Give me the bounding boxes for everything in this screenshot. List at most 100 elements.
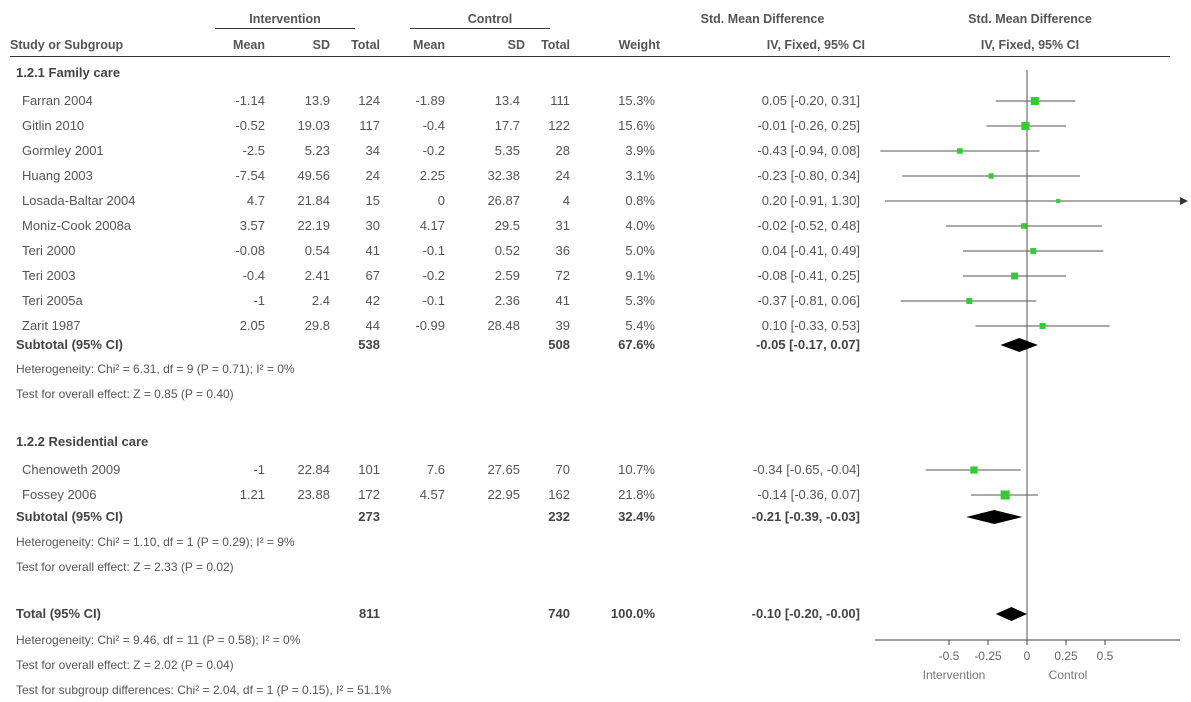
- sd1-cell: 29.8: [304, 318, 330, 333]
- total1-cell: 44: [365, 318, 380, 333]
- ci-cell: -0.01 [-0.26, 0.25]: [757, 118, 860, 133]
- mean1-cell: -7.54: [235, 168, 265, 183]
- study-name: Gitlin 2010: [22, 118, 85, 133]
- control-rule: [410, 28, 550, 29]
- sd1-cell: 2.41: [304, 268, 330, 283]
- study-point: [957, 148, 963, 154]
- ci-cell: -0.23 [-0.80, 0.34]: [757, 168, 860, 183]
- total1-header: Total: [351, 38, 380, 52]
- sd2-cell: 0.52: [494, 243, 520, 258]
- header-rule: [10, 56, 1170, 57]
- weight-cell: 5.0%: [625, 243, 655, 258]
- mean2-cell: -1.89: [415, 93, 445, 108]
- subgroup-test-text: Test for subgroup differences: Chi² = 2.…: [16, 683, 392, 697]
- mean2-cell: -0.2: [422, 143, 445, 158]
- tick-label: 0.25: [1054, 649, 1078, 663]
- study-name: Fossey 2006: [22, 487, 97, 502]
- weight-cell: 5.3%: [625, 293, 655, 308]
- mean2-cell: -0.1: [422, 243, 445, 258]
- ci-cell: 0.20 [-0.91, 1.30]: [761, 193, 860, 208]
- mean2-cell: 2.25: [419, 168, 445, 183]
- sd2-cell: 28.48: [487, 318, 520, 333]
- favours-control-label: Control: [1049, 668, 1088, 682]
- total2-cell: 24: [555, 168, 570, 183]
- weight-cell: 3.1%: [625, 168, 655, 183]
- study-name: Teri 2005a: [22, 293, 83, 308]
- study-point: [1000, 490, 1010, 500]
- sd2-cell: 17.7: [494, 118, 520, 133]
- mean1-cell: -0.4: [242, 268, 265, 283]
- weight-cell: 9.1%: [625, 268, 655, 283]
- study-name: Huang 2003: [22, 168, 93, 183]
- mean1-cell: 4.7: [246, 193, 265, 208]
- ci-cell: 0.10 [-0.33, 0.53]: [761, 318, 860, 333]
- sd2-cell: 2.59: [494, 268, 520, 283]
- weight-cell: 4.0%: [625, 218, 655, 233]
- study-name: Teri 2003: [22, 268, 76, 283]
- subtotal-weight: 32.4%: [618, 509, 655, 524]
- ci-cell: -0.02 [-0.52, 0.48]: [757, 218, 860, 233]
- total2-cell: 41: [555, 293, 570, 308]
- study-point: [970, 466, 978, 474]
- mean1-cell: -1: [253, 293, 265, 308]
- subtotal-total1: 538: [358, 337, 380, 352]
- mean1-cell: -1: [253, 462, 265, 477]
- ci-cell: -0.14 [-0.36, 0.07]: [757, 487, 860, 502]
- study-point: [1011, 272, 1018, 280]
- weight-cell: 15.3%: [618, 93, 655, 108]
- mean2-header: Mean: [413, 38, 445, 52]
- smd-plot-header: Std. Mean Difference: [968, 12, 1092, 26]
- sd2-cell: 22.95: [487, 487, 520, 502]
- weight-cell: 15.6%: [618, 118, 655, 133]
- study-name: Gormley 2001: [22, 143, 104, 158]
- total1-cell: 15: [365, 193, 380, 208]
- total1-cell: 172: [358, 487, 380, 502]
- total-weight: 100.0%: [610, 606, 655, 621]
- subtotal-total2: 508: [548, 337, 570, 352]
- total-total1: 811: [359, 606, 380, 621]
- mean2-cell: 0: [437, 193, 445, 208]
- sd1-cell: 0.54: [304, 243, 330, 258]
- mean1-cell: 3.57: [239, 218, 265, 233]
- smd-column-header: Std. Mean Difference: [700, 12, 825, 26]
- total1-cell: 24: [365, 168, 380, 183]
- mean1-cell: -0.08: [235, 243, 265, 258]
- subtotal-total2: 232: [548, 509, 570, 524]
- mean1-cell: 2.05: [239, 318, 265, 333]
- weight-cell: 5.4%: [625, 318, 655, 333]
- heterogeneity-text: Heterogeneity: Chi² = 1.10, df = 1 (P = …: [16, 535, 295, 549]
- total2-header: Total: [541, 38, 570, 52]
- ci-cell: 0.04 [-0.41, 0.49]: [761, 243, 860, 258]
- heterogeneity-text: Heterogeneity: Chi² = 9.46, df = 11 (P =…: [16, 633, 301, 647]
- sd1-header: SD: [312, 38, 330, 52]
- mean1-header: Mean: [233, 38, 265, 52]
- tick-label: 0.5: [1097, 649, 1114, 663]
- total1-cell: 101: [358, 462, 380, 477]
- sd2-header: SD: [507, 38, 525, 52]
- group-title: 1.2.1 Family care: [16, 65, 121, 80]
- intervention-rule: [215, 28, 355, 29]
- mean2-cell: -0.2: [422, 268, 445, 283]
- total1-cell: 41: [365, 243, 380, 258]
- pooled-diamond: [995, 607, 1027, 621]
- sd1-cell: 21.84: [297, 193, 330, 208]
- weight-cell: 10.7%: [618, 462, 655, 477]
- mean2-cell: -0.99: [415, 318, 445, 333]
- mean1-cell: 1.21: [239, 487, 265, 502]
- ci-cell: -0.34 [-0.65, -0.04]: [753, 462, 860, 477]
- study-point: [1030, 96, 1039, 106]
- sd2-cell: 32.38: [487, 168, 520, 183]
- study-name: Moniz-Cook 2008a: [22, 218, 132, 233]
- tick-label: 0: [1024, 649, 1031, 663]
- study-header: Study or Subgroup: [10, 38, 124, 52]
- sd1-cell: 2.4: [311, 293, 330, 308]
- tick-label: -0.25: [974, 649, 1002, 663]
- total-total2: 740: [548, 606, 570, 621]
- total2-cell: 162: [548, 487, 570, 502]
- subtotal-ci: -0.21 [-0.39, -0.03]: [751, 509, 860, 524]
- ci-cell: -0.43 [-0.94, 0.08]: [757, 143, 860, 158]
- pooled-diamond: [1000, 338, 1038, 352]
- total1-cell: 124: [358, 93, 380, 108]
- study-point: [1030, 248, 1037, 254]
